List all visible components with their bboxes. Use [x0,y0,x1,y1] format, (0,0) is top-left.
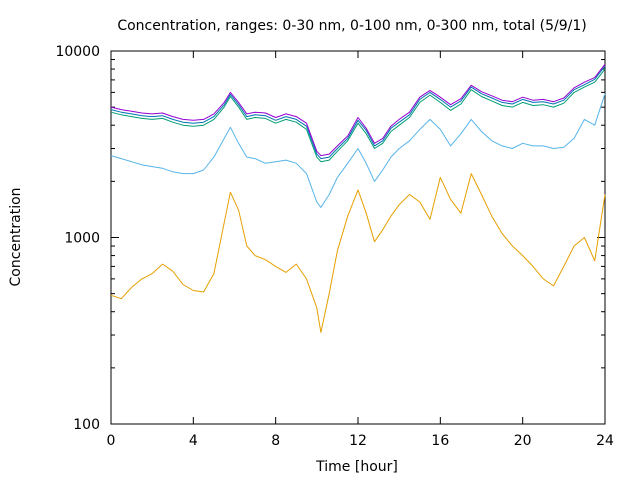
plot-frame [110,50,606,425]
y-tick-label: 1000 [64,231,100,247]
x-tick-label: 0 [107,433,116,449]
y-axis: 100 1000 10000 [55,44,605,433]
series-line-3 [110,68,606,163]
y-axis-title: Concentration [8,187,24,286]
series-line-4 [110,65,606,160]
x-tick-label: 16 [431,433,449,449]
chart-title: Concentration, ranges: 0-30 nm, 0-100 nm… [117,18,586,34]
y-tick-label: 100 [73,417,100,433]
x-tick-label: 4 [189,433,198,449]
x-tick-label: 12 [349,433,367,449]
x-axis: 0 4 8 12 16 20 24 [107,51,614,449]
x-tick-label: 24 [596,433,614,449]
series-layer [110,63,606,333]
x-tick-label: 20 [514,433,532,449]
x-tick-label: 8 [271,433,280,449]
series-line-1 [110,173,606,333]
y-tick-label: 10000 [55,44,100,60]
series-line-2 [110,93,606,208]
x-axis-title: Time [hour] [315,459,398,475]
series-line-5 [110,63,606,157]
plot-border [110,50,606,425]
